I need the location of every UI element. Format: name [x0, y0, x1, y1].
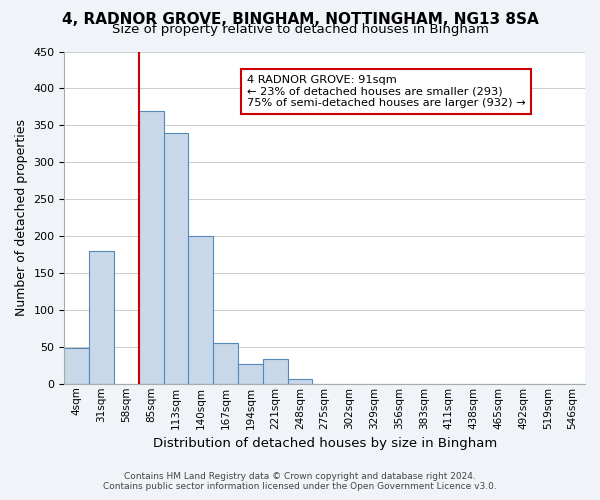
- Bar: [287, 380, 313, 384]
- Text: Size of property relative to detached houses in Bingham: Size of property relative to detached ho…: [112, 24, 488, 36]
- Bar: [89, 251, 114, 384]
- Bar: [238, 364, 263, 384]
- X-axis label: Distribution of detached houses by size in Bingham: Distribution of detached houses by size …: [152, 437, 497, 450]
- Text: Contains HM Land Registry data © Crown copyright and database right 2024.
Contai: Contains HM Land Registry data © Crown c…: [103, 472, 497, 491]
- Bar: [139, 110, 164, 384]
- Bar: [64, 348, 89, 384]
- Text: 4 RADNOR GROVE: 91sqm
← 23% of detached houses are smaller (293)
75% of semi-det: 4 RADNOR GROVE: 91sqm ← 23% of detached …: [247, 75, 525, 108]
- Bar: [213, 343, 238, 384]
- Bar: [263, 358, 287, 384]
- Bar: [188, 236, 213, 384]
- Text: 4, RADNOR GROVE, BINGHAM, NOTTINGHAM, NG13 8SA: 4, RADNOR GROVE, BINGHAM, NOTTINGHAM, NG…: [62, 12, 538, 26]
- Y-axis label: Number of detached properties: Number of detached properties: [15, 119, 28, 316]
- Bar: [164, 132, 188, 384]
